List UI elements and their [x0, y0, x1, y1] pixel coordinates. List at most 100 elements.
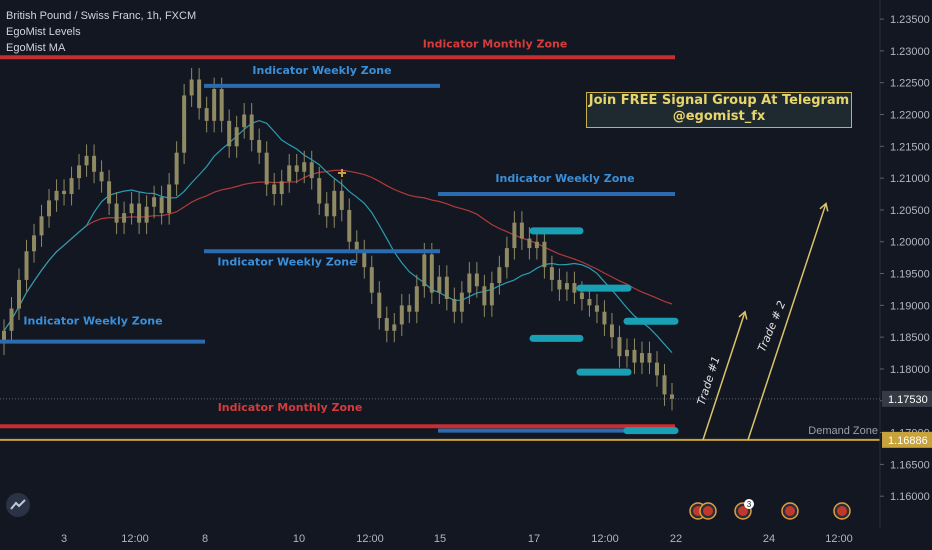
candle-body-24	[182, 95, 187, 153]
candle-body-47	[354, 241, 359, 252]
candle-body-53	[399, 305, 404, 325]
zones: Indicator Monthly Zone Indicator Weekly Z…	[0, 37, 880, 441]
x-tick-label-2: 8	[202, 533, 208, 545]
candle-body-23	[174, 152, 179, 185]
y-tick-label-8: 1.20000	[890, 237, 930, 249]
banner-line-2: @egomist_fx	[672, 109, 766, 124]
candle-body-83	[624, 349, 629, 357]
candle-body-15	[114, 203, 119, 223]
candle-body-62	[467, 273, 472, 293]
candle-body-76	[572, 283, 577, 293]
x-tick-label-0: 3	[61, 533, 67, 545]
y-tick-label-7: 1.19500	[890, 269, 930, 281]
candle-body-71	[534, 241, 539, 249]
zone-label-1: Indicator Weekly Zone	[252, 64, 391, 77]
candle-body-59	[444, 276, 449, 299]
candle-body-82	[617, 337, 622, 357]
time-axis[interactable]: 3 12:00 8 10 12:00 15 17 12:00 22 24 12:00	[61, 533, 853, 545]
candle-body-74	[557, 279, 562, 290]
candle-body-77	[579, 292, 584, 299]
candle-body-44	[332, 190, 337, 217]
tradingview-logo-icon[interactable]	[6, 493, 30, 517]
candle-body-26	[197, 79, 202, 109]
candle-body-32	[242, 114, 247, 128]
demand-price-label: 1.16886	[888, 435, 928, 447]
ma-teal-line	[3, 119, 673, 354]
candle-body-86	[647, 353, 652, 363]
candle-body-68	[512, 222, 517, 249]
candle-body-6	[47, 200, 52, 217]
y-tick-label-11: 1.21500	[890, 141, 930, 153]
candle-body-19	[144, 206, 149, 223]
candle-body-69	[519, 222, 524, 239]
candle-body-17	[129, 203, 134, 214]
candle-body-22	[167, 184, 172, 214]
event-count-bg-1	[744, 499, 754, 509]
x-tick-label-6: 17	[528, 533, 540, 545]
candle-body-54	[407, 305, 412, 312]
x-tick-label-9: 24	[763, 533, 775, 545]
zone-label-0: Indicator Monthly Zone	[423, 37, 568, 50]
candle-body-80	[602, 311, 607, 325]
candle-body-38	[287, 165, 292, 182]
candle-body-10	[77, 165, 82, 179]
y-tick-label-15: 1.23500	[890, 14, 930, 26]
candle-body-28	[212, 89, 217, 121]
candle-body-18	[137, 203, 142, 223]
candle-body-52	[392, 324, 397, 331]
candle-body-5	[39, 216, 44, 236]
candle-body-45	[339, 190, 344, 210]
candle-body-0	[2, 330, 6, 344]
candle-body-87	[654, 362, 659, 376]
candle-body-8	[62, 190, 67, 195]
target-levels	[529, 227, 679, 435]
candle-body-66	[497, 267, 502, 284]
demand-price-box	[882, 431, 932, 448]
trade-arrow-shaft-0	[702, 311, 746, 441]
candle-body-42	[317, 178, 322, 204]
candle-body-61	[459, 292, 464, 312]
candle-body-81	[609, 324, 614, 338]
candle-body-13	[99, 171, 104, 182]
candle-body-46	[347, 209, 352, 242]
x-tick-label-8: 22	[670, 533, 682, 545]
candle-body-29	[219, 89, 224, 121]
candle-body-64	[482, 286, 487, 306]
y-tick-label-4: 1.18000	[890, 364, 930, 376]
candle-body-48	[362, 251, 367, 268]
candle-body-58	[437, 276, 442, 293]
event-flag-2-0	[785, 506, 795, 516]
event-badges[interactable]: 3	[689, 499, 851, 520]
candle-body-70	[527, 238, 532, 249]
last-price-box	[882, 390, 932, 407]
candle-body-9	[69, 178, 74, 195]
y-tick-label-0: 1.16000	[890, 491, 930, 503]
candle-body-1	[9, 308, 14, 331]
y-tick-label-5: 1.18500	[890, 332, 930, 344]
candle-body-55	[414, 286, 419, 312]
x-tick-label-5: 15	[434, 533, 446, 545]
event-flag-0-1	[703, 506, 713, 516]
y-tick-label-13: 1.22500	[890, 78, 930, 90]
candle-body-85	[639, 353, 644, 363]
candle-body-27	[204, 108, 209, 121]
candle-body-73	[549, 267, 554, 280]
candle-body-21	[159, 197, 164, 214]
candle-body-30	[227, 120, 232, 147]
event-count-1: 3	[747, 500, 752, 509]
indicator-ma[interactable]: EgoMist MA	[6, 42, 66, 54]
candle-body-25	[189, 79, 194, 96]
price-axis[interactable]: 1.160001.165001.170001.175001.180001.185…	[0, 0, 932, 528]
candle-body-34	[257, 139, 262, 153]
candles	[2, 68, 674, 411]
candle-body-56	[422, 254, 427, 287]
candle-body-11	[84, 155, 89, 166]
chart-legend: British Pound / Swiss Franc, 1h, FXCM Eg…	[6, 8, 196, 56]
candle-body-49	[369, 267, 374, 293]
symbol-title[interactable]: British Pound / Swiss Franc, 1h, FXCM	[6, 10, 197, 22]
indicator-levels[interactable]: EgoMist Levels	[6, 26, 81, 38]
x-tick-label-10: 12:00	[825, 533, 853, 545]
last-price-label: 1.17530	[888, 394, 928, 406]
y-tick-label-12: 1.22000	[890, 110, 930, 122]
